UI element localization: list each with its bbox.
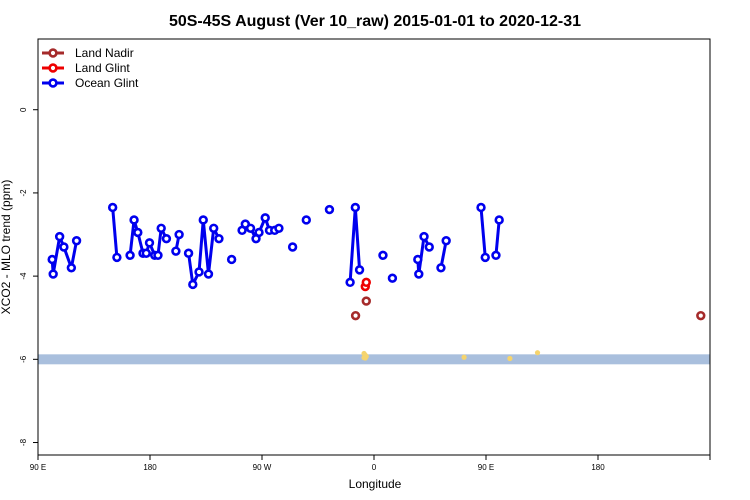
ocean-glint-point-15-0	[476, 202, 486, 213]
series-ocean-glint	[47, 202, 504, 290]
x-tick-label-4: 90 E	[478, 463, 494, 472]
x-tick-label-2: 90 W	[253, 463, 272, 472]
ocean-glint-point-12-0	[387, 273, 398, 283]
ocean-glint-point-0-2	[54, 231, 65, 242]
series-land-glint	[360, 277, 371, 292]
ocean-glint-point-2-7	[153, 250, 163, 261]
ocean-glint-point-13-2	[419, 231, 429, 242]
ocean-glint-point-3-0	[171, 246, 181, 256]
ocean-glint-point-13-1	[414, 269, 424, 279]
ocean-glint-point-4-3	[198, 215, 208, 225]
ocean-glint-point-1-0	[107, 202, 118, 213]
ocean-glint-point-0-0	[47, 254, 57, 265]
chart-title: 50S-45S August (Ver 10_raw) 2015-01-01 t…	[169, 13, 581, 30]
ocean-glint-point-2-4	[141, 248, 151, 258]
y-axis: 0 -2 -4 -6 -8	[19, 107, 38, 446]
ocean-glint-point-4-1	[188, 279, 198, 290]
ocean-glint-point-5-0	[226, 254, 237, 265]
ocean-glint-point-6-2	[245, 223, 256, 233]
band-marker-5	[461, 354, 467, 360]
ocean-glint-point-10-1	[350, 202, 361, 213]
legend-label-land-nadir: Land Nadir	[75, 46, 134, 60]
land-nadir-point-2-0	[696, 310, 706, 321]
ocean-glint-point-4-2	[194, 267, 204, 277]
ocean-glint-point-6-8	[274, 223, 284, 233]
ocean-glint-point-4-6	[214, 233, 224, 244]
x-tick-label-5: 180	[591, 463, 605, 472]
legend-label-land-glint: Land Glint	[75, 61, 130, 75]
ocean-glint-line-13	[416, 235, 431, 276]
plot-area	[37, 38, 711, 456]
ocean-glint-point-2-5	[144, 238, 155, 248]
ocean-glint-point-10-2	[354, 265, 365, 275]
legend-label-ocean-glint: Ocean Glint	[75, 76, 139, 90]
ocean-glint-point-8-0	[301, 215, 312, 225]
ocean-glint-point-11-0	[378, 250, 388, 261]
x-axis: 90 E 180 90 W 0 90 E 180	[30, 455, 711, 472]
reference-band	[38, 354, 710, 365]
band-marker-7	[534, 350, 541, 356]
legend-marker-land-nadir	[48, 48, 58, 58]
band-marker-6	[507, 355, 513, 362]
ocean-glint-point-4-4	[203, 269, 214, 279]
land-glint-point-1-0	[361, 277, 371, 288]
land-nadir-point-1-0	[361, 296, 371, 306]
ocean-glint-point-2-0	[125, 250, 135, 261]
ocean-glint-line-16	[494, 219, 501, 256]
ocean-glint-point-2-8	[156, 223, 166, 233]
ocean-glint-point-13-3	[424, 242, 434, 252]
ocean-glint-line-2	[128, 218, 168, 257]
legend-marker-ocean-glint	[48, 78, 58, 88]
ocean-glint-point-2-9	[161, 233, 172, 244]
ocean-glint-line-15	[479, 207, 487, 258]
y-axis-label: XCO2 - MLO trend (ppm)	[0, 180, 13, 315]
ocean-glint-point-14-1	[441, 236, 451, 246]
y-tick-label-1: -2	[19, 189, 28, 197]
x-axis-label: Longitude	[349, 477, 402, 491]
ocean-glint-point-13-0	[413, 254, 423, 265]
legend-marker-land-glint	[48, 63, 58, 73]
ocean-glint-point-16-1	[494, 215, 504, 225]
y-tick-label-4: -8	[19, 438, 28, 446]
ocean-glint-point-4-5	[209, 223, 219, 233]
land-nadir-point-0-0	[350, 310, 361, 321]
ocean-glint-point-10-0	[345, 277, 355, 288]
x-tick-label-0: 90 E	[30, 463, 46, 472]
ocean-glint-point-0-1	[48, 269, 58, 279]
ocean-glint-point-2-2	[133, 227, 143, 238]
ocean-glint-point-1-1	[112, 252, 122, 263]
ocean-glint-point-15-1	[480, 252, 490, 263]
x-tick-label-1: 180	[143, 463, 157, 472]
ocean-glint-point-7-0	[287, 242, 298, 252]
ocean-glint-point-6-5	[260, 213, 270, 223]
ocean-glint-point-3-1	[174, 229, 184, 240]
y-tick-label-2: -4	[19, 272, 28, 280]
series-land-nadir	[350, 296, 706, 321]
ocean-glint-point-4-0	[183, 248, 194, 258]
ocean-glint-point-0-4	[66, 263, 77, 273]
band-marker-4	[363, 353, 369, 360]
x-tick-label-3: 0	[372, 463, 377, 472]
ocean-glint-point-9-0	[324, 204, 335, 215]
ocean-glint-point-6-4	[254, 227, 264, 238]
y-tick-label-0: 0	[19, 107, 28, 112]
ocean-glint-point-16-0	[491, 250, 501, 261]
ocean-glint-point-14-0	[436, 263, 446, 273]
ocean-glint-line-1	[111, 207, 119, 258]
y-tick-label-3: -6	[19, 355, 28, 363]
ocean-glint-point-0-3	[59, 242, 69, 252]
ocean-glint-point-2-1	[129, 215, 139, 225]
ocean-glint-point-0-5	[71, 236, 82, 246]
